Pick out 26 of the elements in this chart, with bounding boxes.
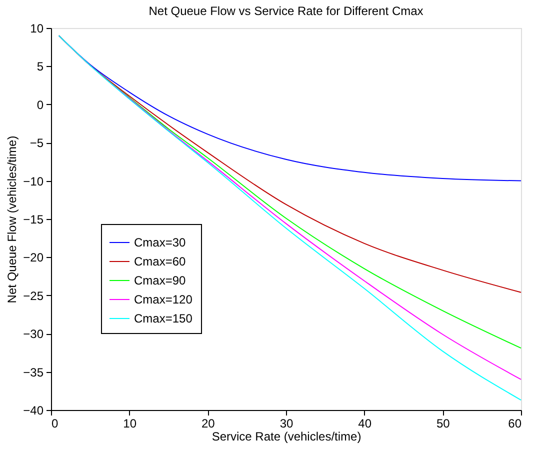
x-axis-title: Service Rate (vehicles/time) <box>212 430 362 444</box>
y-tick-label: −35 <box>23 365 44 380</box>
y-tick-label: −5 <box>30 136 44 150</box>
y-tick-label: 0 <box>36 98 44 112</box>
x-tick-label: 60 <box>508 416 522 430</box>
legend-label: Cmax=30 <box>134 236 186 250</box>
y-tick-label: −15 <box>23 212 44 226</box>
y-tick-label: −20 <box>23 250 44 265</box>
x-tick-label: 0 <box>52 416 58 430</box>
x-tick-label: 40 <box>358 416 372 430</box>
legend-label: Cmax=150 <box>134 312 193 326</box>
y-tick-label: 5 <box>36 60 44 74</box>
x-tick-label: 30 <box>280 416 294 430</box>
legend-label: Cmax=60 <box>134 254 186 268</box>
y-axis-title: Net Queue Flow (vehicles/time) <box>5 136 20 304</box>
y-tick-label: 10 <box>30 22 44 36</box>
y-tick-label: −40 <box>23 404 44 418</box>
x-tick-label: 50 <box>436 416 450 430</box>
chart-title: Net Queue Flow vs Service Rate for Different Cmax <box>148 4 424 18</box>
x-tick-label: 10 <box>123 416 137 430</box>
legend-label: Cmax=90 <box>134 274 186 288</box>
y-tick-label: −25 <box>23 288 44 303</box>
x-tick-label: 20 <box>201 416 216 430</box>
y-tick-label: −30 <box>23 327 44 342</box>
y-tick-label: −10 <box>23 174 44 188</box>
legend-label: Cmax=120 <box>134 292 193 306</box>
